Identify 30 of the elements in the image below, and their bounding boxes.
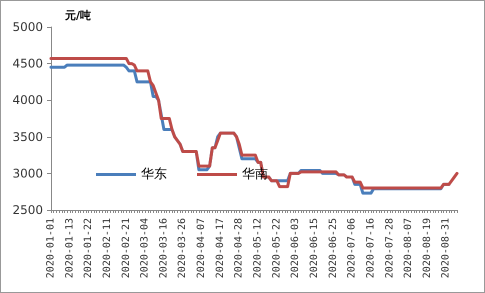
x-tick-label: 2020-05-12 [252, 218, 264, 278]
y-tick-label: 4500 [12, 56, 43, 71]
x-tick-label: 2020-02-21 [120, 218, 132, 278]
x-tick-label: 2020-07-06 [346, 218, 358, 278]
x-tick-label: 2020-08-31 [440, 218, 452, 278]
y-tick-label: 3500 [12, 130, 43, 144]
y-tick-label: 4000 [12, 93, 43, 108]
x-tick-label: 2020-06-15 [308, 218, 320, 278]
x-tick-label: 2020-04-28 [234, 218, 245, 278]
y-tick-label: 5000 [12, 20, 43, 34]
x-tick-label: 2020-03-26 [177, 218, 188, 278]
y-axis-title: 元/吨 [64, 9, 92, 22]
x-tick-label: 2020-06-25 [328, 218, 339, 278]
x-tick-label: 2020-07-16 [365, 218, 376, 278]
y-tick-label: 3000 [12, 166, 43, 180]
x-tick-label: 2020-06-03 [290, 218, 302, 278]
legend-label: 华东 [141, 167, 167, 182]
x-tick-label: 2020-04-17 [214, 218, 226, 278]
x-tick-label: 2020-01-01 [46, 218, 56, 278]
x-tick-label: 2020-01-22 [83, 218, 94, 278]
x-tick-label: 2020-03-04 [140, 218, 151, 278]
y-tick-label: 2500 [12, 203, 43, 217]
x-tick-label: 2020-07-28 [384, 218, 396, 278]
x-tick-label: 2020-08-19 [422, 218, 433, 278]
x-tick-label: 2020-03-16 [158, 218, 170, 278]
x-tick-label: 2020-05-22 [271, 218, 282, 278]
x-tick-label: 2020-01-13 [64, 218, 76, 278]
x-tick-label: 2020-02-11 [102, 218, 113, 278]
x-tick-label: 2020-08-07 [403, 218, 414, 278]
x-tick-label: 2020-04-07 [196, 218, 208, 278]
